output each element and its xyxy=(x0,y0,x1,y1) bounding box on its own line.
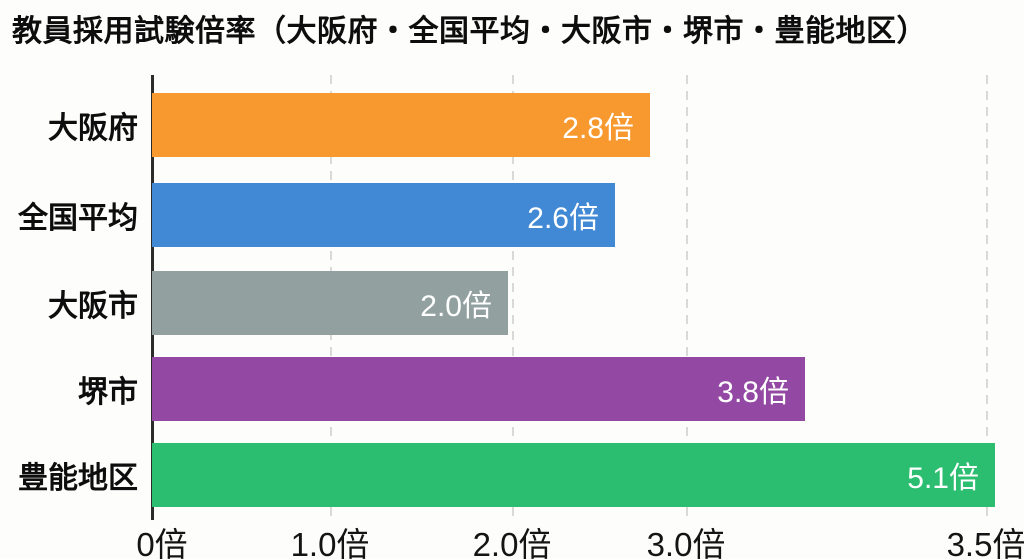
category-label-2: 大阪市 xyxy=(48,290,138,323)
gridline-x-2 xyxy=(512,75,514,520)
chart-title: 教員採用試験倍率（大阪府・全国平均・大阪市・堺市・豊能地区） xyxy=(12,15,927,48)
gridline-x-3 xyxy=(686,75,688,520)
bar-1: 2.6倍 xyxy=(152,183,615,247)
bar-0: 2.8倍 xyxy=(152,93,650,157)
category-label-1: 全国平均 xyxy=(18,202,138,235)
category-label-0: 大阪府 xyxy=(48,112,138,145)
gridline-x-3.5 xyxy=(986,75,988,520)
category-label-3: 堺市 xyxy=(78,376,138,409)
bar-value-label-2: 2.0倍 xyxy=(420,290,492,323)
bar-value-label-3: 3.8倍 xyxy=(717,376,789,409)
x-tick-label-0: 0倍 xyxy=(136,526,188,559)
x-tick-label-2: 2.0倍 xyxy=(472,526,552,559)
x-tick-label-4: 3.5倍 xyxy=(946,526,1024,559)
bar-2: 2.0倍 xyxy=(152,271,508,335)
x-tick-label-1: 1.0倍 xyxy=(290,526,370,559)
category-label-4: 豊能地区 xyxy=(18,462,138,495)
bar-4: 5.1倍 xyxy=(152,443,995,507)
bar-value-label-1: 2.6倍 xyxy=(527,202,599,235)
bar-value-label-4: 5.1倍 xyxy=(907,462,979,495)
bar-3: 3.8倍 xyxy=(152,357,805,421)
x-tick-label-3: 3.0倍 xyxy=(646,526,726,559)
bar-value-label-0: 2.8倍 xyxy=(562,112,634,145)
